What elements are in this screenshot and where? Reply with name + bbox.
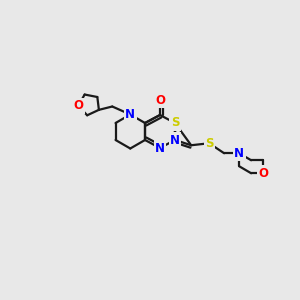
Text: O: O: [155, 94, 165, 106]
Text: S: S: [171, 116, 179, 130]
Text: N: N: [170, 134, 180, 146]
Text: N: N: [234, 147, 244, 160]
Text: S: S: [205, 137, 213, 150]
Text: N: N: [155, 142, 165, 154]
Text: O: O: [258, 167, 268, 180]
Text: N: N: [125, 108, 135, 121]
Text: N: N: [170, 116, 180, 130]
Text: S: S: [171, 134, 179, 146]
Text: O: O: [74, 99, 83, 112]
